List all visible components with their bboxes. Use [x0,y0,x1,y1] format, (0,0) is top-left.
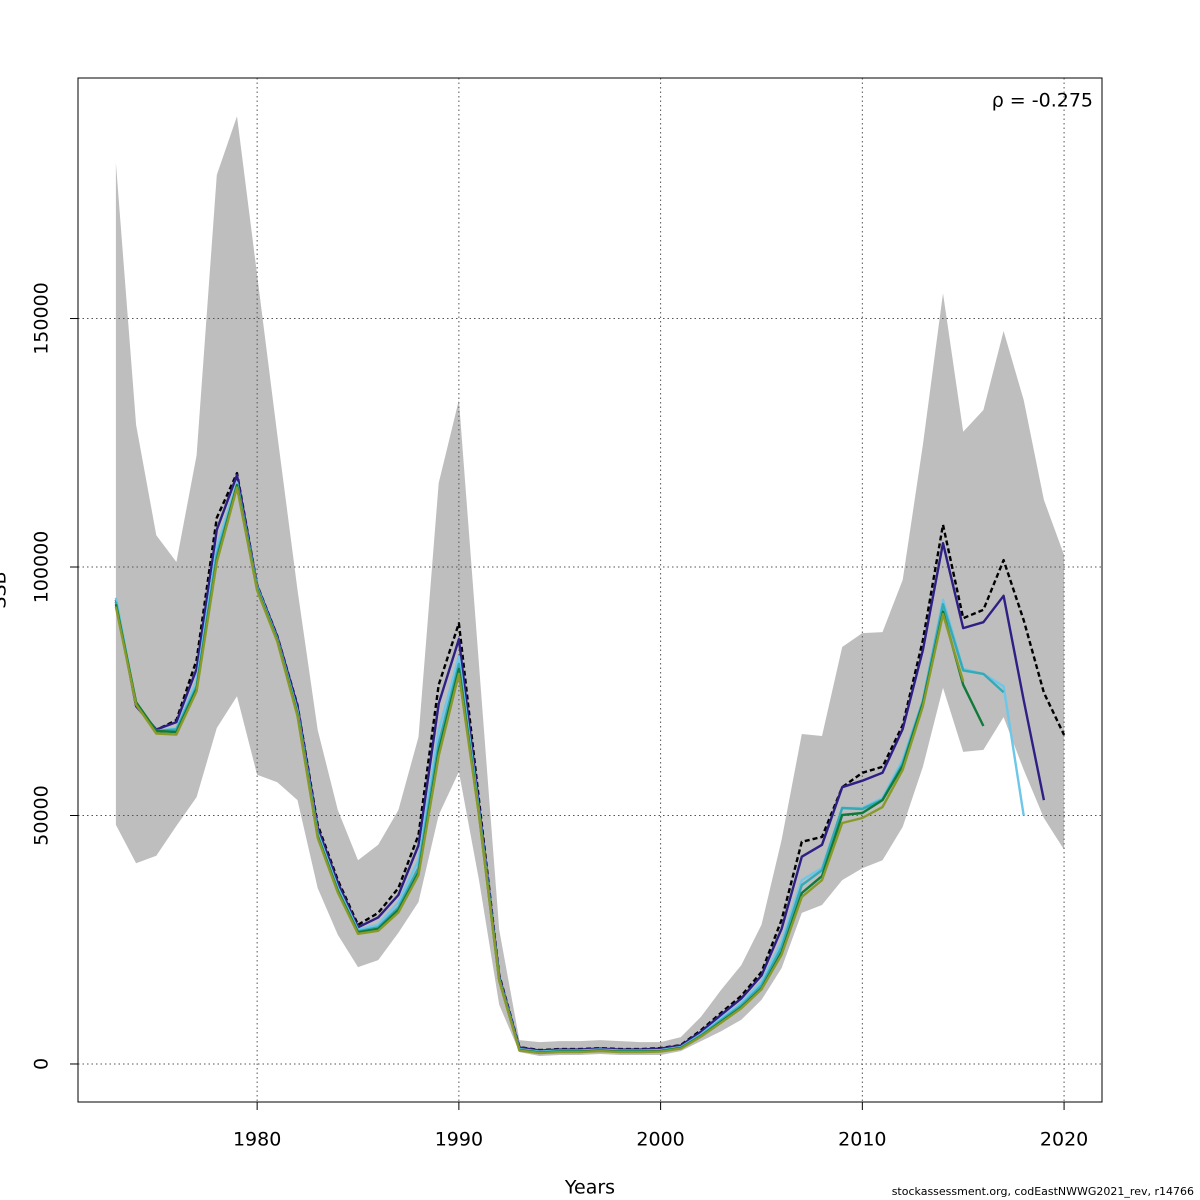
series-line [114,486,965,1055]
y-tick-label: 150000 [31,282,53,355]
confidence-band [115,116,1065,1057]
x-tick-label: 2000 [636,1129,684,1151]
plot-frame [77,77,1103,1103]
y-tick-label: 0 [31,1058,53,1070]
rho-annotation: ρ = -0.275 [992,90,1093,112]
y-axis-label: SSB [0,571,11,608]
y-tick-label: 100000 [31,531,53,604]
x-tick-label: 2010 [838,1129,886,1151]
y-tick-label: 50000 [31,785,53,845]
x-tick-label: 1990 [435,1129,483,1151]
x-tick-label: 1980 [233,1129,281,1151]
x-tick-label: 2020 [1040,1129,1088,1151]
x-axis-label: Years [564,1177,615,1199]
footnote: stockassessment.org, codEastNWWG2021_rev… [892,1185,1194,1198]
